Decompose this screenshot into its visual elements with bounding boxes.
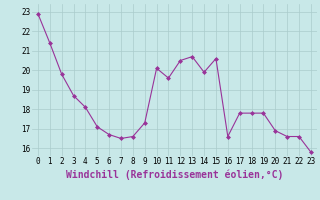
X-axis label: Windchill (Refroidissement éolien,°C): Windchill (Refroidissement éolien,°C) [66, 169, 283, 180]
